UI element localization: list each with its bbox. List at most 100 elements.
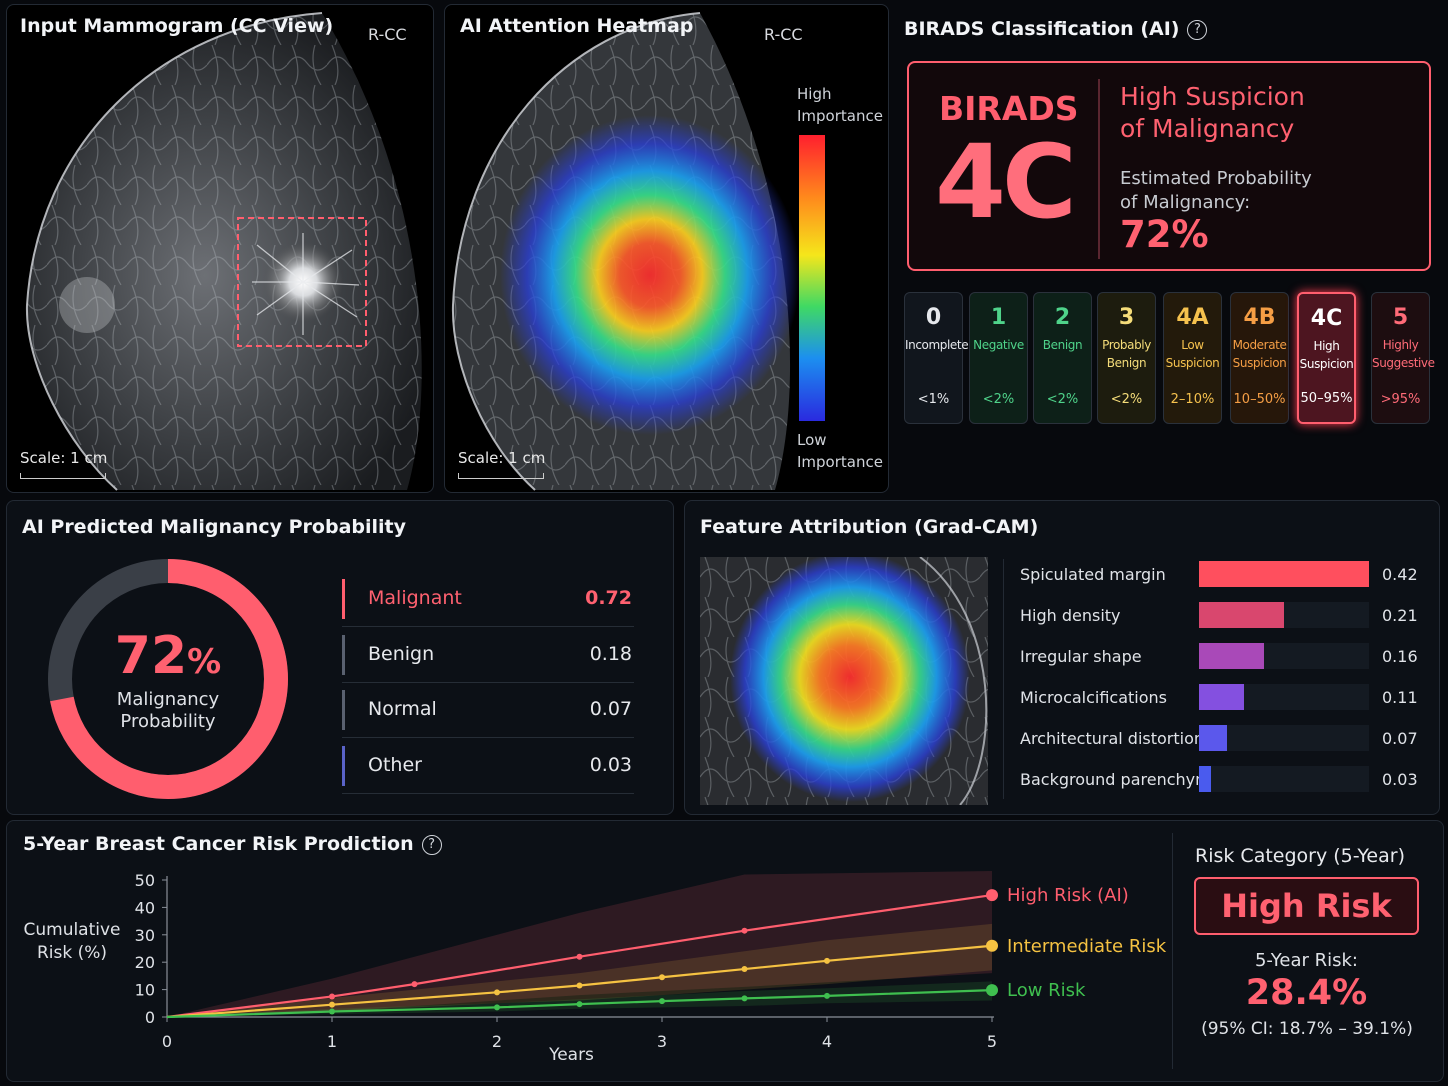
- birads-card-5[interactable]: 5 Highly Suggestive >95%: [1371, 292, 1435, 424]
- feature-divider: [1003, 559, 1004, 799]
- card-percent: <1%: [917, 392, 950, 407]
- row-name: Other: [368, 753, 422, 776]
- feature-bar: [1199, 561, 1369, 587]
- birads-card-1[interactable]: 1 Negative <2%: [969, 292, 1028, 424]
- ylabel-line1: Cumulative: [23, 920, 121, 940]
- data-point: [494, 1004, 500, 1011]
- series-line: [166, 989, 993, 1019]
- y-tick-label: 20: [135, 953, 155, 972]
- card-number: 4A: [1176, 305, 1209, 330]
- confidence-band: [167, 981, 992, 1017]
- card-percent: <2%: [1110, 392, 1143, 407]
- row-value: 0.72: [585, 587, 632, 609]
- data-point: [329, 1008, 335, 1015]
- feature-bar-track: [1199, 561, 1369, 587]
- row-name: Benign: [368, 642, 435, 665]
- heatmap-title: AI Attention Heatmap: [460, 15, 694, 37]
- data-point: [741, 995, 748, 1002]
- row-name: Malignant: [368, 587, 462, 609]
- feature-name: Architectural distortion: [1020, 729, 1205, 748]
- malignancy-donut: [48, 559, 288, 799]
- data-point: [576, 982, 583, 989]
- birads-card-2[interactable]: 2 Benign <2%: [1033, 292, 1092, 424]
- donut-label-line2: Probability: [120, 711, 216, 732]
- row-value: 0.18: [589, 642, 632, 665]
- data-point: [986, 984, 998, 997]
- malignancy-title: AI Predicted Malignancy Probability: [22, 516, 406, 538]
- feature-value: 0.42: [1382, 565, 1418, 584]
- help-icon[interactable]: ?: [1187, 19, 1208, 40]
- birads-title: BIRADS Classification (AI)?: [904, 18, 1208, 40]
- card-number: 2: [1054, 305, 1071, 330]
- feature-row: Irregular shape 0.16: [1005, 641, 1425, 671]
- feature-value: 0.11: [1382, 688, 1418, 707]
- card-percent: 50–95%: [1300, 391, 1353, 406]
- birads-prob-label: Estimated Probability of Malignancy:: [1120, 167, 1312, 215]
- legend-low-line1: Low: [797, 431, 827, 449]
- view-tag: R-CC: [764, 25, 803, 44]
- data-point: [494, 989, 500, 996]
- y-tick-label: 10: [135, 981, 155, 1000]
- row-indicator: [342, 634, 345, 675]
- birads-result-box: BIRADS 4C High Suspicion of Malignancy E…: [907, 61, 1431, 271]
- mammogram-image[interactable]: [7, 5, 434, 493]
- feature-bar: [1199, 602, 1284, 628]
- card-percent: 2–10%: [1170, 392, 1215, 407]
- risk-title: 5-Year Breast Cancer Risk Prodiction?: [23, 833, 442, 855]
- data-point: [576, 953, 583, 960]
- feature-bar: [1199, 766, 1211, 792]
- feature-name: Microcalcifications: [1020, 688, 1168, 707]
- x-tick-label: 3: [657, 1032, 667, 1051]
- data-point: [824, 992, 830, 999]
- birads-card-3[interactable]: 3 Probably Benign <2%: [1097, 292, 1156, 424]
- feature-value: 0.03: [1382, 770, 1418, 789]
- card-label-line1: Highly: [1382, 338, 1419, 352]
- row-value: 0.07: [589, 698, 632, 720]
- gradcam-image[interactable]: [700, 557, 988, 805]
- birads-card-4b[interactable]: 4B Moderate Suspicion 10–50%: [1230, 292, 1289, 424]
- help-icon[interactable]: ?: [421, 834, 442, 855]
- data-point: [659, 998, 665, 1005]
- confidence-interval: (95% CI: 18.7% – 39.1%): [1201, 1019, 1413, 1039]
- risk-category-badge: High Risk: [1194, 877, 1419, 935]
- heatmap-panel: AI Attention Heatmap R-CC High Importanc…: [444, 4, 889, 493]
- scale-label: Scale: 1 cm: [458, 449, 546, 467]
- feature-row: Background parenchyma 0.03: [1005, 764, 1425, 794]
- prob-label-line1: Estimated Probability: [1120, 168, 1312, 189]
- birads-prob-value: 72%: [1120, 213, 1209, 256]
- card-label: Low Suspicion: [1164, 336, 1221, 376]
- birads-card-0[interactable]: 0 Incomplete <1%: [904, 292, 969, 424]
- card-percent: >95%: [1380, 392, 1421, 407]
- series-label: High Risk (AI): [1007, 885, 1129, 906]
- risk-panel: 5-Year Breast Cancer Risk Prodiction? Cu…: [6, 820, 1444, 1082]
- headline-line1: High Suspicion: [1120, 82, 1305, 111]
- card-label-line1: High: [1313, 339, 1340, 353]
- probability-row: Other 0.03: [342, 740, 634, 794]
- mammogram-panel: Input Mammogram (CC View) R-CC Scale: 1 …: [6, 4, 434, 493]
- data-point: [824, 957, 830, 964]
- x-axis-label: Years: [548, 1045, 594, 1065]
- row-indicator: [342, 745, 345, 786]
- y-tick-label: 50: [135, 871, 155, 890]
- heatmap-image[interactable]: [445, 5, 889, 493]
- row-name: Normal: [368, 698, 437, 720]
- card-number: 4C: [1310, 306, 1343, 331]
- data-point: [986, 889, 998, 902]
- birads-card-4c[interactable]: 4C High Suspicion 50–95%: [1297, 292, 1356, 424]
- card-label: Moderate Suspicion: [1231, 336, 1288, 376]
- row-value: 0.03: [589, 753, 632, 776]
- birads-card-4a[interactable]: 4A Low Suspicion 2–10%: [1163, 292, 1222, 424]
- card-number: 3: [1118, 305, 1135, 330]
- row-indicator: [342, 579, 345, 619]
- card-label-line1: Benign: [1042, 338, 1083, 352]
- row-indicator: [342, 690, 345, 730]
- y-tick-label: 30: [135, 926, 155, 945]
- feature-row: High density 0.21: [1005, 600, 1425, 630]
- x-tick-label: 2: [492, 1032, 502, 1051]
- card-label-line2: Benign: [1106, 356, 1147, 370]
- feature-bar-track: [1199, 766, 1369, 792]
- data-point: [329, 1001, 335, 1008]
- card-label: High Suspicion: [1299, 337, 1354, 377]
- scale-bar: [458, 473, 544, 479]
- view-tag: R-CC: [368, 25, 407, 44]
